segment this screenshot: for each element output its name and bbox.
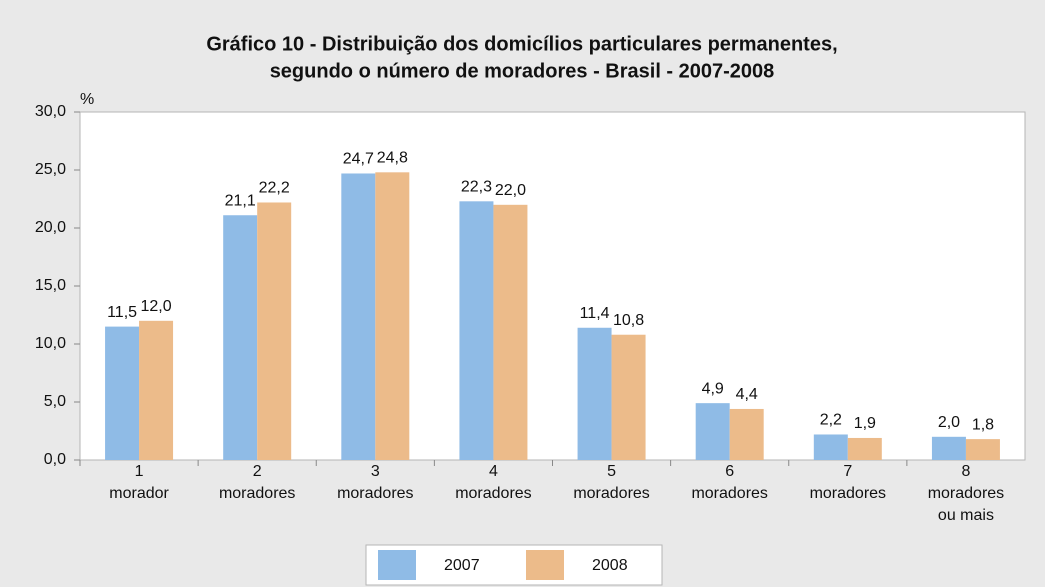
x-tick-label: 2 moradores: [219, 463, 295, 502]
value-label: 4,9: [702, 380, 724, 397]
x-tick-label: 6 moradores: [691, 463, 767, 502]
legend-label: 2008: [592, 557, 628, 574]
bar: [459, 201, 494, 460]
y-axis-label: %: [80, 91, 94, 108]
bar: [257, 202, 292, 461]
x-tick-label-line: 2: [253, 463, 262, 480]
x-tick-label-line: moradores: [573, 485, 649, 502]
value-label: 22,3: [461, 179, 492, 196]
x-tick-label-line: moradores: [337, 485, 413, 502]
bar: [341, 173, 376, 461]
bar: [611, 334, 646, 460]
x-tick-label: 1 morador: [109, 463, 169, 502]
x-tick-label-line: moradores: [928, 485, 1004, 502]
x-tick-label-line: 8: [961, 463, 970, 480]
x-tick-label-line: moradores: [219, 485, 295, 502]
plot-area: [79, 111, 1026, 461]
x-tick-label-line: moradores: [810, 485, 886, 502]
y-tick-label: 15,0: [35, 277, 66, 294]
y-tick-label: 5,0: [44, 393, 66, 410]
value-label: 1,9: [854, 415, 876, 432]
value-label: 1,8: [972, 416, 994, 433]
value-label: 22,2: [259, 180, 290, 197]
value-label: 2,2: [820, 412, 842, 429]
legend-swatch: [378, 550, 416, 580]
x-tick-label: 8 moradores ou mais: [928, 463, 1004, 524]
x-tick-label-line: 3: [371, 463, 380, 480]
bar: [375, 172, 410, 460]
x-tick-label-line: 6: [725, 463, 734, 480]
value-label: 11,5: [107, 304, 137, 321]
chart-title: Gráfico 10 - Distribuição dos domicílios…: [206, 33, 837, 55]
value-label: 24,7: [343, 151, 374, 168]
bar: [105, 326, 140, 460]
bar: [931, 436, 966, 460]
legend-label: 2007: [444, 557, 480, 574]
value-label: 12,0: [140, 298, 171, 315]
x-tick-label-line: moradores: [691, 485, 767, 502]
y-tick-label: 0,0: [44, 451, 66, 468]
bar: [813, 434, 848, 460]
x-tick-label: 7 moradores: [810, 463, 886, 502]
bar: [729, 408, 764, 460]
y-tick-label: 20,0: [35, 219, 66, 236]
x-tick-label-line: ou mais: [938, 507, 994, 524]
x-tick-label-line: moradores: [455, 485, 531, 502]
x-tick-label-line: 4: [489, 463, 498, 480]
x-tick-label: 3 moradores: [337, 463, 413, 502]
x-tick-label: 5 moradores: [573, 463, 649, 502]
value-label: 24,8: [377, 150, 408, 167]
bar: [847, 437, 882, 460]
x-tick-label-line: 1: [135, 463, 144, 480]
x-tick-label-line: 5: [607, 463, 616, 480]
value-label: 10,8: [613, 312, 644, 329]
x-tick-label-line: morador: [109, 485, 169, 502]
bar: [139, 320, 174, 460]
bar: [965, 439, 1000, 460]
bar: [577, 327, 612, 460]
y-tick-label: 30,0: [35, 103, 66, 120]
x-tick-label: 4 moradores: [455, 463, 531, 502]
x-tick-label-line: 7: [843, 463, 852, 480]
value-label: 21,1: [225, 192, 256, 209]
bar: [493, 204, 528, 460]
chart-title: segundo o número de moradores - Brasil -…: [270, 60, 775, 82]
bar: [223, 215, 258, 460]
value-label: 4,4: [736, 386, 758, 403]
value-label: 2,0: [938, 414, 960, 431]
value-label: 11,4: [580, 305, 610, 322]
bar: [695, 403, 730, 460]
value-label: 22,0: [495, 182, 526, 199]
y-tick-label: 25,0: [35, 161, 66, 178]
legend-swatch: [526, 550, 564, 580]
y-tick-label: 10,0: [35, 335, 66, 352]
